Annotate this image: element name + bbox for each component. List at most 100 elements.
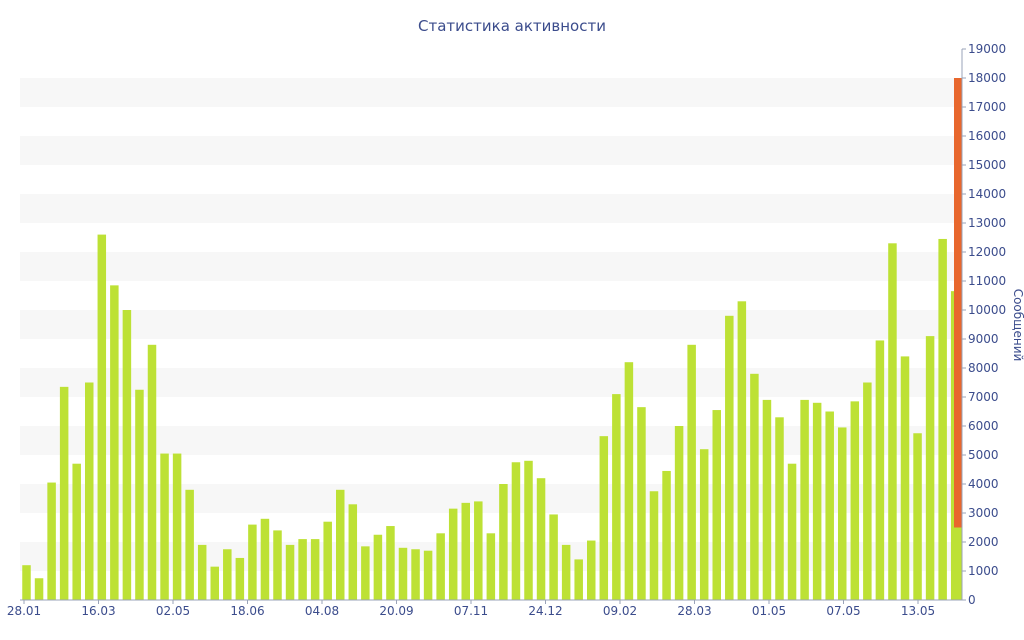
bar xyxy=(800,399,809,600)
x-tick-label: 20.09 xyxy=(379,604,413,618)
bar xyxy=(160,453,169,600)
bar xyxy=(687,344,696,600)
bar xyxy=(913,433,922,600)
bar xyxy=(737,301,747,600)
x-axis-ticks: 28.01 16.03 02.05 18.06 04.08 20.09 07.11 24.12… xyxy=(7,600,935,618)
y-tick-label: 2000 xyxy=(968,535,999,549)
bar xyxy=(361,546,370,600)
bar xyxy=(938,238,947,600)
bar xyxy=(185,489,194,600)
bar xyxy=(398,547,408,600)
grid-band xyxy=(20,194,954,223)
y-tick-label: 14000 xyxy=(968,187,1006,201)
bar xyxy=(323,521,332,600)
bar xyxy=(248,524,257,600)
grid-band xyxy=(20,426,954,455)
x-tick-label: 18.06 xyxy=(230,604,264,618)
bar xyxy=(888,243,897,601)
bar xyxy=(122,310,132,600)
bar xyxy=(499,484,508,600)
x-tick-label: 28.01 xyxy=(7,604,41,618)
bars-group xyxy=(22,234,960,601)
grid-band xyxy=(20,368,954,397)
bar xyxy=(524,460,533,600)
bar xyxy=(47,482,56,600)
bar xyxy=(900,356,910,600)
y-tick-label: 10000 xyxy=(968,303,1006,317)
bar xyxy=(461,502,470,600)
y-tick-label: 19000 xyxy=(968,42,1006,56)
x-tick-label: 24.12 xyxy=(528,604,562,618)
bar xyxy=(285,544,295,600)
bar xyxy=(787,463,797,600)
bar xyxy=(725,315,734,600)
bar xyxy=(649,491,659,600)
bar xyxy=(22,565,31,600)
grid-band xyxy=(20,310,954,339)
bar xyxy=(34,578,44,600)
y-tick-label: 4000 xyxy=(968,477,999,491)
x-tick-label: 09.02 xyxy=(603,604,637,618)
y-tick-label: 0 xyxy=(968,593,976,607)
bar xyxy=(223,549,232,600)
bar xyxy=(549,514,558,600)
bar xyxy=(298,539,307,600)
y-tick-label: 15000 xyxy=(968,158,1006,172)
x-tick-label: 04.08 xyxy=(305,604,339,618)
x-tick-label: 28.03 xyxy=(677,604,711,618)
highlight-bar xyxy=(954,78,962,528)
bar xyxy=(637,407,646,600)
bar xyxy=(147,344,157,600)
y-tick-label: 12000 xyxy=(968,245,1006,259)
x-tick-label: 01.05 xyxy=(752,604,786,618)
highlight-bar-group xyxy=(954,78,962,600)
bar xyxy=(624,362,634,600)
grid-band xyxy=(20,136,954,165)
grid-band xyxy=(20,78,954,107)
highlight-base-bar xyxy=(954,527,962,600)
y-axis-ticks: 0 1000 2000 3000 4000 5000 6000 7000 8000 9000 100… xyxy=(962,42,1006,607)
bar xyxy=(110,285,119,600)
y-tick-label: 6000 xyxy=(968,419,999,433)
bar xyxy=(273,530,282,600)
bar xyxy=(511,462,521,600)
bar xyxy=(172,453,182,600)
bar xyxy=(850,401,860,600)
y-axis-label: Сообщений xyxy=(1011,289,1024,362)
bar xyxy=(712,410,721,600)
bar xyxy=(336,489,345,600)
bar xyxy=(599,436,609,600)
x-tick-label: 13.05 xyxy=(901,604,935,618)
bar xyxy=(310,539,320,600)
x-tick-label: 02.05 xyxy=(156,604,190,618)
y-tick-label: 5000 xyxy=(968,448,999,462)
y-tick-label: 8000 xyxy=(968,361,999,375)
bar xyxy=(574,559,583,600)
bar xyxy=(662,470,671,600)
bar xyxy=(587,540,596,600)
bar xyxy=(373,534,383,600)
y-tick-label: 16000 xyxy=(968,129,1006,143)
bar xyxy=(875,340,885,600)
bar xyxy=(561,544,571,600)
bar xyxy=(536,478,546,600)
bar xyxy=(750,373,759,600)
y-tick-label: 3000 xyxy=(968,506,999,520)
bar xyxy=(411,549,420,600)
chart-title: Статистика активности xyxy=(418,17,606,35)
bar xyxy=(812,402,822,600)
x-tick-label: 16.03 xyxy=(81,604,115,618)
bar xyxy=(612,394,621,600)
grid-band xyxy=(20,252,954,281)
bar xyxy=(925,336,935,600)
bar xyxy=(348,504,358,600)
y-tick-label: 9000 xyxy=(968,332,999,346)
bar xyxy=(474,501,483,600)
y-tick-label: 7000 xyxy=(968,390,999,404)
bar xyxy=(59,386,69,600)
bar xyxy=(97,234,107,600)
bar xyxy=(699,449,709,600)
bar xyxy=(436,533,445,600)
bar xyxy=(775,417,784,600)
